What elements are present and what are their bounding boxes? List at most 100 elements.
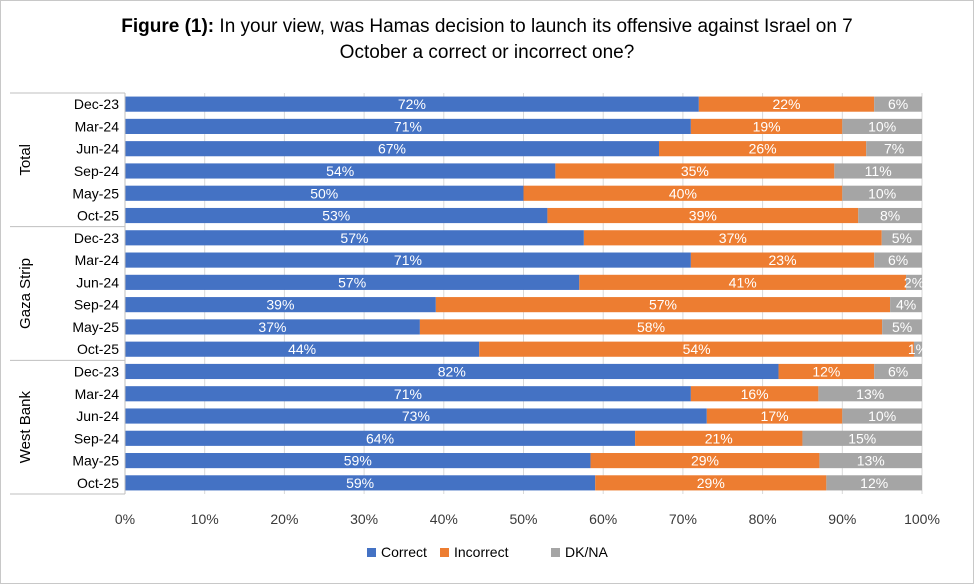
bar-segment-correct — [125, 96, 699, 112]
data-label: 23% — [769, 252, 797, 268]
bar-segment-incorrect — [698, 96, 875, 112]
data-label: 7% — [884, 141, 904, 157]
legend-layer: Correct Incorrect DK/NA — [367, 544, 608, 560]
data-label: 59% — [346, 475, 374, 491]
bar-segment-correct — [125, 230, 584, 246]
bar-segment-dk-na — [826, 475, 922, 491]
category-label: Dec-23 — [74, 96, 119, 112]
bar-segment-dk-na — [906, 274, 922, 290]
bar-segment-correct — [125, 207, 548, 224]
bar-segment-incorrect — [690, 252, 875, 268]
data-label: 10% — [868, 408, 896, 424]
data-label: 19% — [753, 118, 781, 134]
data-label: 58% — [637, 319, 665, 335]
data-label: 40% — [669, 185, 697, 201]
data-label: 54% — [683, 341, 711, 357]
data-label: 26% — [749, 141, 777, 157]
category-label: Jun-24 — [76, 408, 119, 424]
data-label: 82% — [438, 363, 466, 379]
bar-segment-dk-na — [874, 363, 922, 380]
bar-segment-correct — [125, 297, 436, 313]
bar-segment-dk-na — [882, 319, 922, 335]
bar-segment-correct — [125, 453, 591, 469]
x-tick-label: 50% — [509, 511, 537, 527]
category-label: Dec-23 — [74, 363, 119, 379]
data-label: 8% — [880, 208, 900, 224]
data-label: 39% — [689, 208, 717, 224]
bar-segment-incorrect — [658, 141, 867, 157]
bar-segment-dk-na — [866, 141, 922, 157]
data-label: 64% — [366, 430, 394, 446]
legend-swatch — [440, 548, 449, 557]
bar-segment-incorrect — [583, 230, 882, 246]
data-label: 54% — [326, 163, 354, 179]
category-label: May-25 — [72, 185, 119, 201]
data-label: 6% — [888, 363, 908, 379]
data-label: 67% — [378, 141, 406, 157]
bar-segment-incorrect — [706, 408, 843, 424]
category-label: Mar-24 — [75, 386, 120, 402]
bar-segment-correct — [125, 363, 779, 380]
data-label: 13% — [856, 386, 884, 402]
bar-segment-dk-na — [842, 118, 922, 134]
bar-segment-correct — [125, 163, 556, 179]
bar-segment-dk-na — [874, 252, 922, 268]
axis-layer: 0% 10% 20% 30% 40% 50% 60% 70% 80% 90% 100% Total De… — [10, 92, 940, 527]
data-label: 50% — [310, 185, 338, 201]
bar-segment-dk-na — [834, 163, 922, 179]
data-label: 12% — [812, 363, 840, 379]
category-label: Oct-25 — [77, 341, 119, 357]
bar-segment-correct — [125, 141, 659, 157]
legend-label: Incorrect — [454, 544, 509, 560]
x-tick-label: 20% — [270, 511, 298, 527]
data-label: 57% — [338, 274, 366, 290]
data-label: 13% — [857, 453, 885, 469]
data-label: 17% — [761, 408, 789, 424]
data-label: 37% — [258, 319, 286, 335]
data-label: 6% — [888, 252, 908, 268]
bar-segment-dk-na — [842, 185, 922, 201]
x-tick-label: 70% — [669, 511, 697, 527]
data-label: 57% — [340, 230, 368, 246]
category-label: Jun-24 — [76, 141, 119, 157]
bar-segment-incorrect — [595, 475, 827, 491]
bar-segment-correct — [125, 408, 707, 424]
data-label: 10% — [868, 118, 896, 134]
bar-segment-dk-na — [913, 341, 922, 357]
data-label: 73% — [402, 408, 430, 424]
group-label: Total — [17, 144, 34, 176]
chart-title: Figure (1): In your view, was Hamas deci… — [0, 14, 974, 66]
category-label: Oct-25 — [77, 475, 119, 491]
bar-segment-incorrect — [435, 297, 891, 313]
category-label: Oct-25 — [77, 208, 119, 224]
bar-segment-dk-na — [818, 386, 922, 402]
data-label: 2% — [904, 274, 924, 290]
x-tick-label: 0% — [115, 511, 135, 527]
data-label: 37% — [719, 230, 747, 246]
bar-segment-dk-na — [890, 297, 922, 313]
x-tick-label: 100% — [904, 511, 940, 527]
data-label: 11% — [865, 163, 892, 179]
bar-segment-dk-na — [858, 207, 922, 224]
data-label: 10% — [868, 185, 896, 201]
x-tick-label: 30% — [350, 511, 378, 527]
data-label: 53% — [322, 208, 350, 224]
x-tick-label: 80% — [749, 511, 777, 527]
category-label: Jun-24 — [76, 274, 119, 290]
bar-segment-incorrect — [690, 118, 843, 134]
category-label: Mar-24 — [75, 118, 120, 134]
x-tick-label: 90% — [828, 511, 856, 527]
data-label: 57% — [649, 297, 677, 313]
bar-segment-incorrect — [590, 453, 820, 469]
x-tick-label: 10% — [191, 511, 219, 527]
category-label: Sep-24 — [74, 163, 119, 179]
data-label: 39% — [266, 297, 294, 313]
bar-segment-incorrect — [523, 185, 843, 201]
chart-title-line1: In your view, was Hamas decision to laun… — [214, 16, 853, 37]
data-label: 5% — [892, 319, 912, 335]
category-label: Mar-24 — [75, 252, 120, 268]
bar-segment-correct — [125, 386, 691, 402]
data-label: 1% — [908, 341, 928, 357]
data-label: 71% — [394, 252, 422, 268]
data-label: 29% — [691, 453, 719, 469]
